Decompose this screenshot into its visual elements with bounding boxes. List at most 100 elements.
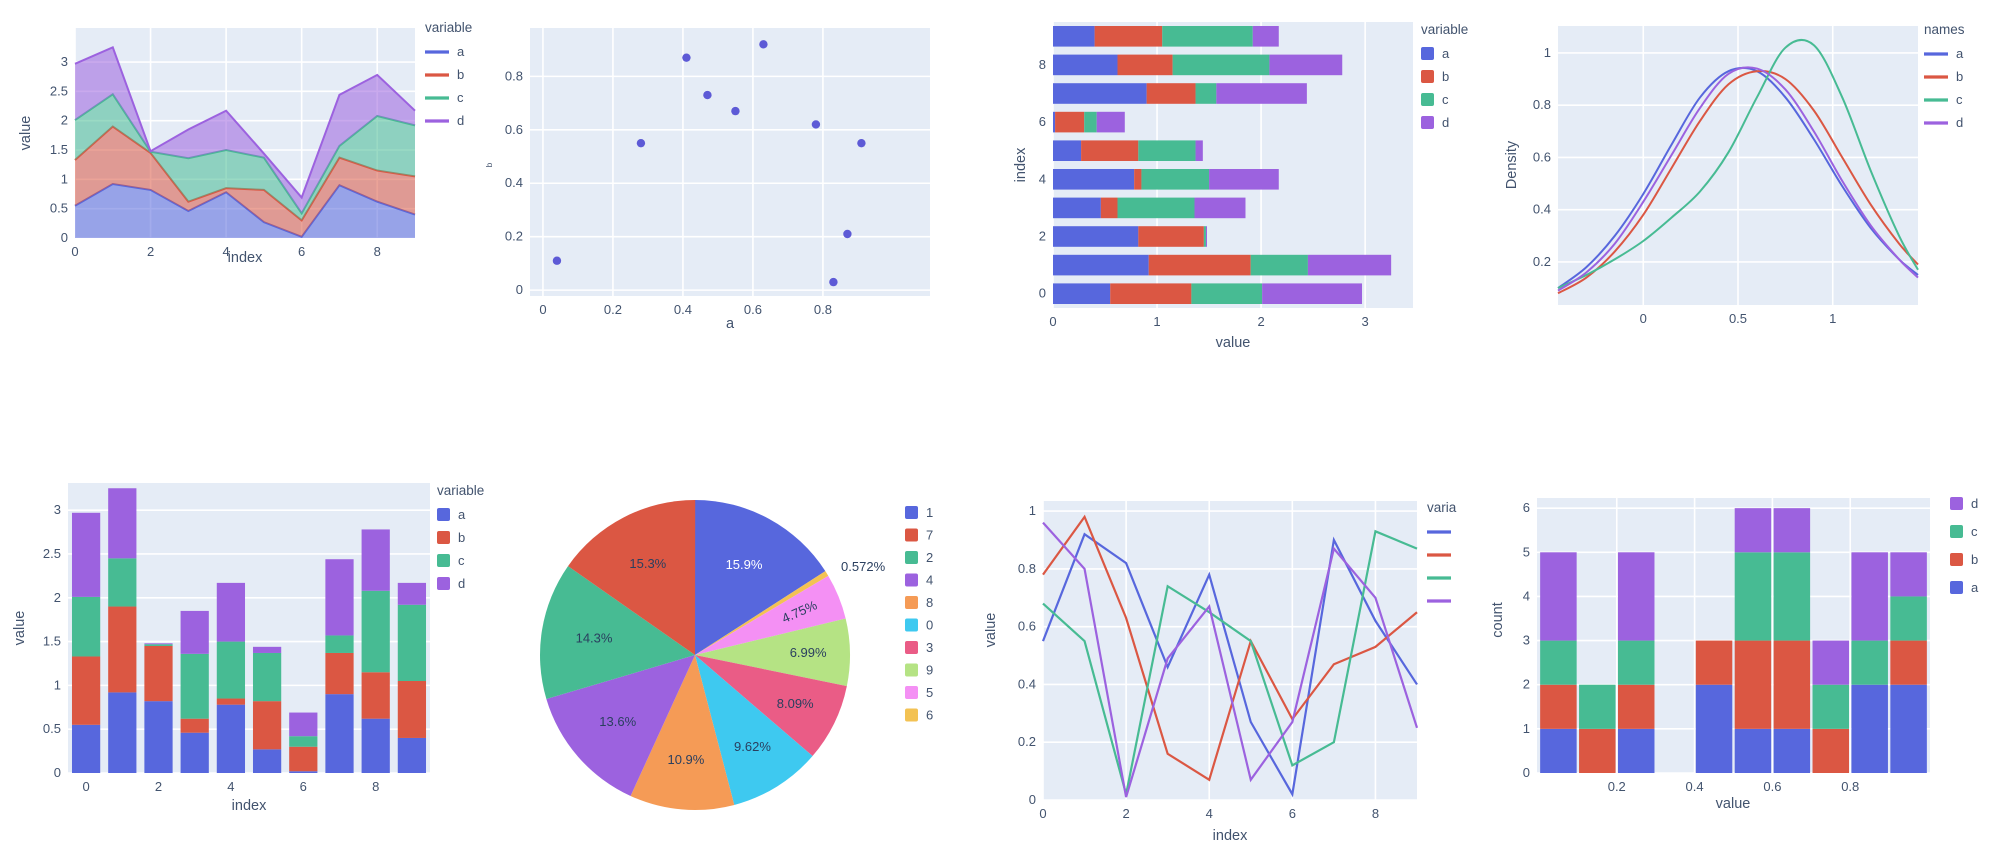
line-chart-canvas[interactable]: 0 2 4 6 8 0 0.2 0.4 0.6 0.8 1 index value varia — [983, 460, 1477, 857]
y-tick-label: 0.5 — [50, 201, 68, 216]
scatter-points — [552, 40, 866, 287]
legend-item-d[interactable]: d — [437, 576, 465, 591]
legend-item-d[interactable]: d — [1421, 115, 1449, 130]
legend-item-a[interactable]: a — [1421, 46, 1450, 61]
legend-item-5[interactable]: 5 — [905, 685, 933, 700]
legend-label: 3 — [926, 640, 933, 655]
legend-item-c[interactable]: c — [425, 90, 464, 105]
legend-label: b — [1442, 69, 1449, 84]
legend-item-7[interactable]: 7 — [905, 528, 933, 543]
legend-item-b[interactable]: b — [1924, 69, 1963, 84]
y-tick-label: 0.2 — [1533, 254, 1551, 269]
legend-item-a[interactable]: a — [425, 44, 465, 59]
legend-item-c[interactable]: c — [437, 553, 465, 568]
legend-label: b — [458, 530, 465, 545]
panel-pie-chart: 15.9% 0.572% 4.75% 6.99% 8.09% 9.62% 10.9% 13.6… — [490, 460, 995, 835]
pie-slice-2[interactable] — [540, 566, 695, 699]
y-axis-title: Density — [1504, 140, 1520, 189]
x-tick-label: 8 — [1372, 806, 1379, 821]
pie-label: 13.6% — [599, 714, 636, 729]
density-curve-b — [1557, 70, 1919, 295]
hist-bin-9 — [1890, 552, 1927, 773]
legend-label: c — [1442, 92, 1449, 107]
legend-label: a — [1442, 46, 1450, 61]
pie-label: 8.09% — [777, 696, 814, 711]
legend-item-b[interactable]: b — [425, 67, 464, 82]
scatter-plot-canvas[interactable]: 0 0.2 0.4 0.6 0.8 0 0.2 0.4 0.6 0.8 a b — [470, 8, 988, 343]
y-axis-title: count — [1490, 602, 1506, 637]
legend-label: c — [1971, 524, 1978, 539]
hist-bin-7 — [1812, 640, 1850, 773]
pie-label: 15.3% — [629, 556, 666, 571]
legend-title: variable — [425, 20, 472, 35]
x-tick-label: 1 — [1829, 311, 1836, 326]
legend-label: b — [1956, 69, 1963, 84]
legend-item-9[interactable]: 9 — [905, 663, 933, 678]
legend-item-8[interactable]: 8 — [905, 595, 933, 610]
legend-item-2[interactable]: 2 — [905, 550, 933, 565]
hbar-row-3 — [1053, 197, 1246, 219]
pie-slice-1[interactable] — [695, 500, 826, 655]
y-tick-label: 1 — [1029, 503, 1036, 518]
legend-item-b[interactable]: b — [1950, 552, 1978, 567]
legend-item-3[interactable]: 3 — [905, 640, 933, 655]
legend-title: varia — [1427, 500, 1457, 515]
legend-item-c[interactable]: c — [1924, 92, 1963, 107]
legend-item-6[interactable]: 6 — [905, 708, 933, 723]
x-tick-label: 0.2 — [1608, 779, 1626, 794]
x-tick-label: 0.4 — [674, 302, 692, 317]
legend-label: 0 — [926, 618, 933, 633]
legend-item-a[interactable]: a — [1950, 580, 1979, 595]
hist-bin-2 — [1617, 552, 1655, 773]
legend-item-b[interactable]: b — [437, 530, 465, 545]
x-axis-title: value — [1716, 796, 1751, 812]
hbar-row-9 — [1053, 26, 1279, 47]
y-tick-label: 0.5 — [43, 721, 61, 736]
legend-item-0[interactable]: 0 — [905, 618, 933, 633]
pie-chart-canvas[interactable]: 15.9% 0.572%4.75%6.99%8.09%9.62%10.9%13.6… — [490, 460, 995, 830]
legend-item-a[interactable]: a — [1924, 46, 1964, 61]
x-tick-label: 3 — [1362, 314, 1369, 329]
legend-item-d[interactable]: d — [1950, 496, 1978, 511]
legend-item-a[interactable]: a — [437, 507, 466, 522]
pie-slice-5[interactable] — [695, 575, 846, 655]
bar-3 — [180, 610, 209, 773]
legend-item-4[interactable]: 4 — [905, 573, 933, 588]
scatter-point — [703, 90, 712, 100]
legend-label: d — [1442, 115, 1449, 130]
y-tick-label: 5 — [1523, 544, 1530, 559]
hbar-row-5 — [1053, 140, 1203, 161]
hist-bin-8 — [1851, 552, 1888, 773]
pie-slice-4[interactable] — [546, 655, 695, 796]
legend-item-c[interactable]: c — [1421, 92, 1449, 107]
pie-slice-8[interactable] — [630, 655, 735, 810]
legend-item-1[interactable]: 1 — [905, 505, 933, 520]
pie-slice-9[interactable] — [695, 618, 850, 687]
pie-slice-7[interactable] — [568, 500, 696, 655]
panel-stacked-bar-chart: 0 2 4 6 8 0 0.5 1 1.5 2 2.5 3 index value variable a b c d — [10, 460, 488, 835]
y-tick-label: 0 — [516, 282, 523, 297]
legend-item-d[interactable]: d — [1924, 115, 1963, 130]
legend-item-c[interactable]: c — [1950, 524, 1978, 539]
legend: varia — [1427, 500, 1457, 603]
pie-slice-3[interactable] — [695, 655, 847, 757]
legend-item-d[interactable]: d — [425, 113, 464, 128]
pie-slice-6[interactable] — [695, 571, 829, 655]
y-tick-label: 2 — [61, 113, 68, 128]
x-tick-label: 2 — [147, 244, 154, 259]
legend-item-b[interactable]: b — [1421, 69, 1449, 84]
legend-label: 5 — [926, 685, 933, 700]
line-series-d — [1042, 521, 1419, 798]
y-tick-label: 0.8 — [1018, 561, 1036, 576]
hist-bin-5 — [1734, 508, 1772, 773]
bar-5 — [252, 646, 282, 773]
x-tick-label: 2 — [1122, 806, 1129, 821]
pie-slice-0[interactable] — [695, 655, 813, 805]
